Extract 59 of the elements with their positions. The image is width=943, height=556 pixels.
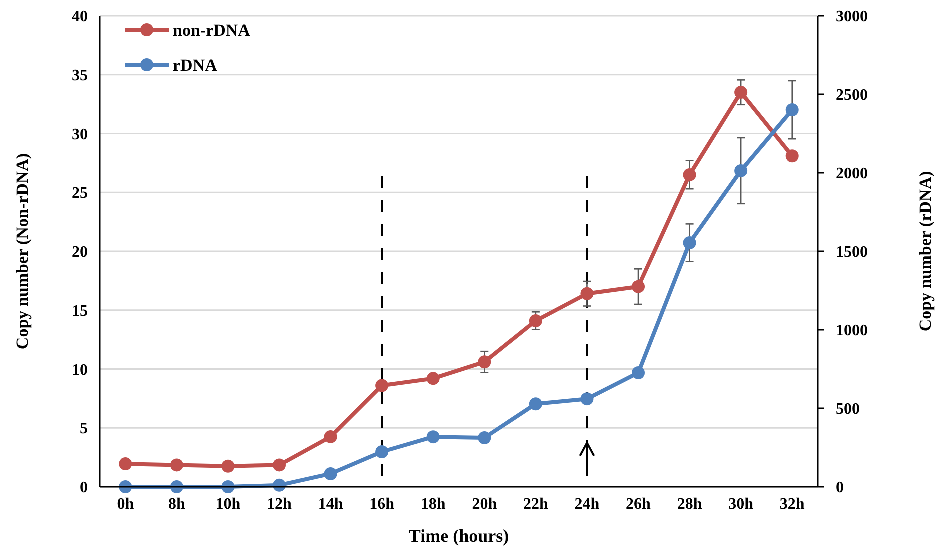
point	[426, 430, 440, 444]
point	[529, 314, 542, 328]
point	[786, 104, 799, 117]
x-tick-label: 16h	[370, 496, 395, 513]
point	[529, 398, 542, 411]
x-tick-label: 14h	[318, 496, 344, 513]
point	[426, 372, 440, 386]
point	[734, 164, 748, 178]
x-tick-label: 0h	[117, 496, 134, 513]
point	[632, 280, 645, 294]
x-tick-label: 32h	[780, 496, 805, 513]
y-tick-label: 30	[72, 126, 88, 144]
y2-tick-label: 1500	[836, 244, 868, 262]
x-tick-label: 22h	[523, 496, 548, 513]
point	[734, 86, 748, 100]
y2-tick-label: 500	[836, 401, 860, 418]
x-tick-label: 30h	[728, 496, 754, 513]
y-tick-label: 25	[72, 185, 88, 202]
point	[786, 150, 799, 163]
y2-tick-label: 0	[836, 480, 844, 497]
point	[580, 392, 594, 406]
x-tick-label: 28h	[677, 496, 702, 513]
x-tick-label: 20h	[472, 496, 498, 513]
point	[580, 287, 594, 300]
point	[683, 236, 696, 250]
y2-tick-label: 3000	[836, 8, 868, 26]
y2-tick-label: 1000	[836, 322, 868, 340]
y-tick-label: 10	[72, 362, 88, 379]
point	[632, 366, 645, 380]
point	[119, 458, 132, 471]
x-tick-label: 24h	[574, 496, 600, 513]
point	[222, 460, 235, 473]
point	[324, 430, 338, 444]
y2-axis-title: Copy number (rDNA)	[916, 171, 935, 332]
point	[376, 379, 389, 392]
point	[324, 467, 338, 480]
x-tick-label: 10h	[216, 496, 241, 513]
point	[478, 356, 492, 369]
point	[170, 458, 184, 472]
point	[376, 445, 389, 458]
point	[478, 432, 492, 445]
y-tick-label: 40	[72, 8, 88, 26]
y-tick-label: 5	[80, 420, 88, 438]
x-tick-label: 8h	[168, 496, 186, 513]
point	[273, 458, 286, 472]
y-tick-label: 15	[72, 302, 88, 320]
x-axis-title: Time (hours)	[408, 526, 510, 546]
point	[683, 168, 696, 182]
x-tick-label: 12h	[267, 496, 292, 513]
x-tick-label: 26h	[626, 496, 652, 513]
y-tick-label: 0	[80, 480, 88, 497]
y-tick-label: 35	[72, 67, 88, 84]
y-tick-label: 20	[72, 244, 88, 262]
y2-tick-label: 2000	[836, 166, 868, 183]
y-axis-title: Copy number (Non-rDNA)	[13, 153, 32, 350]
y2-tick-label: 2500	[836, 87, 868, 104]
x-tick-label: 18h	[420, 496, 446, 513]
legend-label: rDNA	[173, 56, 218, 75]
legend-label: non-rDNA	[173, 20, 252, 40]
